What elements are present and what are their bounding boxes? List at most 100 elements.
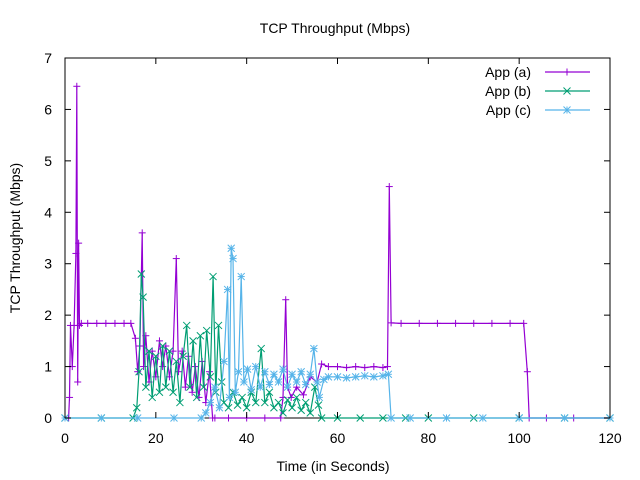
data-point [179,352,187,361]
data-point [201,409,210,417]
data-point [145,347,153,355]
data-point [563,87,571,95]
data-point [176,398,184,407]
data-point [225,414,232,422]
data-point [211,383,219,391]
data-point [251,362,260,371]
y-tick-label: 1 [44,359,52,375]
x-tick-label: 20 [148,430,164,446]
data-point [192,393,201,402]
data-point [73,82,81,90]
data-point [206,398,215,407]
data-point [299,391,307,399]
data-point [227,244,236,253]
data-point [135,367,143,376]
data-point [506,319,514,327]
data-point [132,403,141,412]
data-point [120,319,128,327]
series-app-c [61,244,614,422]
data-point [318,360,326,368]
data-point [563,68,571,76]
data-point [178,347,186,355]
data-point [306,370,315,379]
data-point [279,409,287,417]
data-point [238,393,246,402]
series-app-b [61,270,614,422]
data-point [270,370,278,379]
data-point [211,414,219,422]
data-point [256,383,265,391]
data-point [478,414,487,422]
x-axis-ticks: 0 20 40 60 80 100 120 [61,58,622,446]
data-point [310,344,318,353]
data-point [279,365,287,373]
x-tick-label: 120 [598,430,622,446]
data-point [274,378,283,386]
y-tick-label: 3 [44,256,52,272]
data-point [237,272,246,281]
data-point [84,319,92,327]
data-point [274,398,283,407]
x-tick-label: 0 [61,430,69,446]
plot-area [61,57,614,422]
data-point [488,319,496,327]
data-point [324,363,332,371]
data-point [223,285,232,294]
y-tick-label: 4 [44,204,52,220]
data-point [283,383,292,391]
data-point [220,357,228,366]
data-point [202,326,211,335]
data-point [242,403,251,412]
data-point [356,414,365,422]
data-point [169,347,177,355]
data-point [206,373,215,381]
data-point [162,342,170,350]
data-point [234,367,243,376]
data-point [560,414,569,422]
data-point [158,342,167,350]
data-point [261,414,269,422]
legend: App (a) App (b) App (c) [485,64,590,118]
data-point [342,374,351,382]
data-point [189,337,197,345]
data-point [288,403,296,412]
data-point [66,393,74,401]
data-point [315,393,324,402]
data-point [301,380,310,389]
data-point [297,406,306,415]
data-point [139,293,147,301]
y-tick-label: 5 [44,153,52,169]
x-tick-label: 60 [330,430,346,446]
series-app-a [61,82,614,422]
data-point [243,365,252,373]
data-point [265,388,274,397]
data-point [169,388,177,397]
data-point [563,106,571,114]
data-point [209,272,217,281]
data-point [93,319,101,327]
data-point [137,270,146,278]
data-point [313,378,321,386]
data-point [224,403,233,412]
data-point [161,383,170,391]
data-point [142,332,150,340]
y-axis-label: TCP Throughput (Mbps) [7,163,23,313]
data-point [77,319,85,327]
y-axis-ticks: 0 1 2 3 4 5 6 7 [44,50,610,426]
data-point [314,401,323,409]
data-point [306,409,315,417]
chart-title: TCP Throughput (Mbps) [260,20,410,36]
data-point [138,229,146,237]
data-point [148,347,156,355]
data-point [470,319,478,327]
data-point [127,319,135,327]
data-point [74,378,82,386]
data-point [343,364,351,372]
data-point [172,255,180,263]
data-point [379,414,387,422]
data-point [257,344,266,353]
data-point [433,319,441,327]
data-point [383,363,391,371]
data-point [360,371,369,380]
